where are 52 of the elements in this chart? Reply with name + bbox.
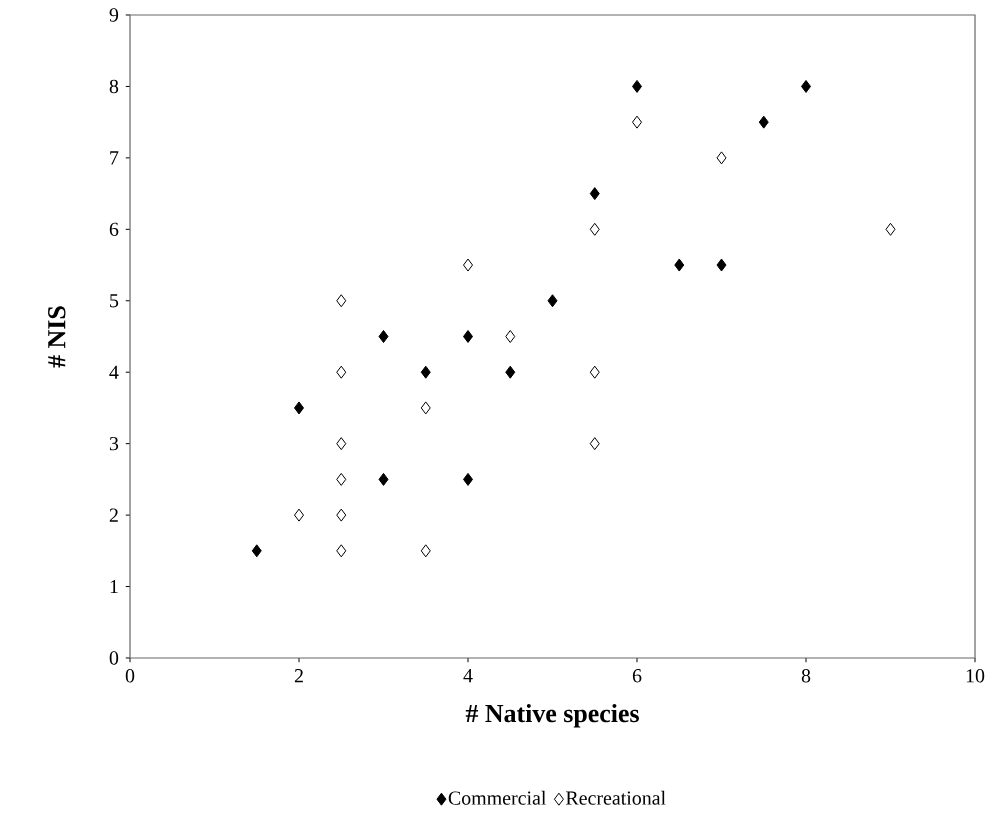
point xyxy=(589,187,600,201)
point xyxy=(758,115,769,129)
y-tick-label: 3 xyxy=(109,436,119,451)
x-tick-label: 6 xyxy=(632,669,642,683)
point xyxy=(336,472,347,486)
point xyxy=(294,508,305,522)
point xyxy=(716,151,727,165)
point xyxy=(378,329,389,343)
x-tick-label: 8 xyxy=(801,669,811,683)
point xyxy=(336,544,347,558)
x-tick-label: 4 xyxy=(463,669,473,683)
point xyxy=(632,115,643,129)
point xyxy=(589,365,600,379)
point xyxy=(463,329,474,343)
x-tick-label: 10 xyxy=(966,669,985,683)
point xyxy=(463,472,474,486)
point xyxy=(336,365,347,379)
point xyxy=(674,258,685,272)
y-tick-label: 9 xyxy=(109,8,119,22)
y-tick-label: 8 xyxy=(109,79,119,94)
x-axis-title: # Native species xyxy=(465,704,639,728)
point xyxy=(716,258,727,272)
point xyxy=(420,365,431,379)
point xyxy=(336,508,347,522)
point xyxy=(420,401,431,415)
y-tick-label: 0 xyxy=(109,651,119,665)
point xyxy=(632,79,643,93)
point xyxy=(505,365,516,379)
point xyxy=(420,544,431,558)
point xyxy=(801,79,812,93)
point xyxy=(336,294,347,308)
y-tick-label: 4 xyxy=(109,365,119,379)
point xyxy=(336,437,347,451)
point xyxy=(378,472,389,486)
y-tick-label: 1 xyxy=(110,579,118,594)
y-tick-label: 7 xyxy=(110,151,119,165)
point xyxy=(505,329,516,343)
x-tick-label: 2 xyxy=(294,669,303,683)
legend-label: Commercial xyxy=(448,790,547,805)
legend-label: Recreational xyxy=(565,790,666,805)
point xyxy=(547,294,558,308)
point xyxy=(589,222,600,236)
y-tick-label: 6 xyxy=(109,222,119,237)
y-axis-title: # NIS xyxy=(48,306,66,368)
point xyxy=(589,437,600,451)
point xyxy=(251,544,262,558)
point xyxy=(463,258,474,272)
point xyxy=(294,401,305,415)
x-tick-label: 0 xyxy=(125,669,135,683)
y-tick-label: 5 xyxy=(110,294,119,308)
point xyxy=(885,222,896,236)
y-tick-label: 2 xyxy=(109,508,118,522)
